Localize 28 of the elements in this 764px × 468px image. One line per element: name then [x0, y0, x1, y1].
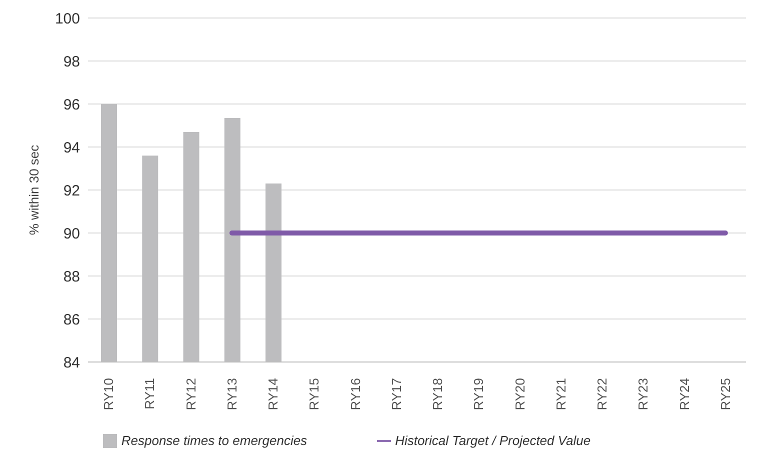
x-tick-label: RY20 — [512, 378, 528, 410]
y-tick-label: 96 — [63, 96, 80, 114]
x-tick-label: RY24 — [676, 378, 692, 410]
y-tick-label: 92 — [63, 182, 80, 200]
x-tick-label: RY15 — [306, 378, 322, 410]
x-tick-label: RY10 — [101, 378, 116, 410]
y-axis-title: % within 30 sec — [26, 144, 42, 236]
x-tick-label: RY17 — [388, 378, 404, 410]
x-tick-label: RY22 — [594, 378, 610, 410]
y-tick-label: 88 — [63, 268, 80, 286]
y-tick-label: 98 — [63, 53, 80, 70]
x-tick-label: RY21 — [553, 378, 568, 410]
y-tick-label: 90 — [63, 225, 80, 242]
x-tick-label: RY14 — [266, 378, 281, 410]
x-tick-label: RY13 — [224, 378, 240, 410]
y-tick-label: 94 — [63, 139, 80, 156]
y-tick-label: 86 — [63, 311, 80, 328]
x-tick-label: RY12 — [183, 378, 198, 410]
x-tick-label: RY18 — [430, 378, 446, 410]
y-tick-label: 84 — [63, 354, 80, 372]
legend-label: Response times to emergencies — [121, 433, 308, 448]
legend-label: Historical Target / Projected Value — [395, 433, 591, 448]
y-tick-label: 100 — [54, 10, 80, 28]
x-tick-label: RY11 — [142, 378, 158, 410]
x-tick-label: RY23 — [636, 378, 651, 410]
x-tick-label: RY19 — [471, 378, 486, 410]
x-tick-label: RY16 — [348, 378, 363, 410]
x-tick-label: RY25 — [718, 378, 733, 410]
